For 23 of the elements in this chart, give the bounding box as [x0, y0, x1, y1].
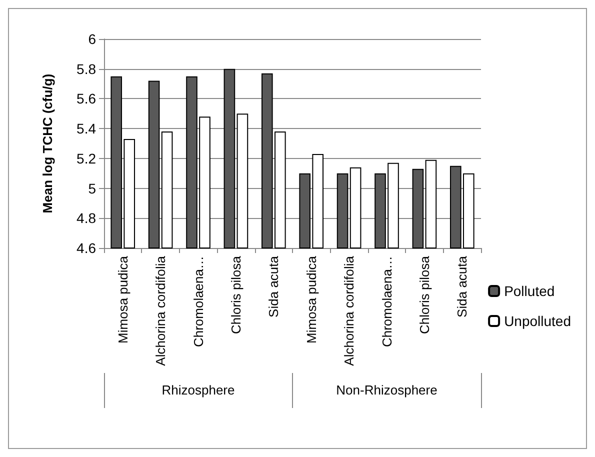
x-tick-label: Chromolaena…	[379, 256, 394, 348]
x-tick-label: Chloris pilosa	[228, 255, 244, 334]
y-tick-label: 5	[88, 180, 96, 196]
x-tick-label: Sida acuta	[266, 255, 282, 318]
x-tick-label: Mimosa pudica	[304, 255, 319, 344]
y-tick-label: 5.6	[76, 90, 96, 107]
legend-label: Unpolluted	[504, 313, 571, 329]
x-tick-label: Sida acuta	[454, 255, 470, 318]
y-tick-label: 4.8	[76, 210, 96, 226]
y-axis-title: Mean log TCHC (cfu/g)	[40, 74, 55, 214]
y-tick-label: 5.8	[76, 60, 96, 77]
y-tick-label: 5.2	[76, 150, 96, 166]
y-tick-label: 5.4	[76, 120, 96, 137]
x-tick-label: Alchorina cordifolia	[342, 255, 357, 366]
y-tick-label: 6	[88, 31, 96, 47]
x-tick-label: Alchorina cordifolia	[153, 255, 168, 366]
x-tick-label: Chloris pilosa	[416, 255, 432, 334]
x-tick-label: Chromolaena…	[190, 256, 206, 348]
y-tick-label: 4.6	[76, 240, 96, 256]
text: Rhizosphere	[162, 382, 235, 398]
legend-label: Polluted	[504, 283, 555, 299]
text: Non-Rhizosphere	[336, 382, 438, 398]
x-tick-label: Mimosa pudica	[115, 255, 130, 344]
